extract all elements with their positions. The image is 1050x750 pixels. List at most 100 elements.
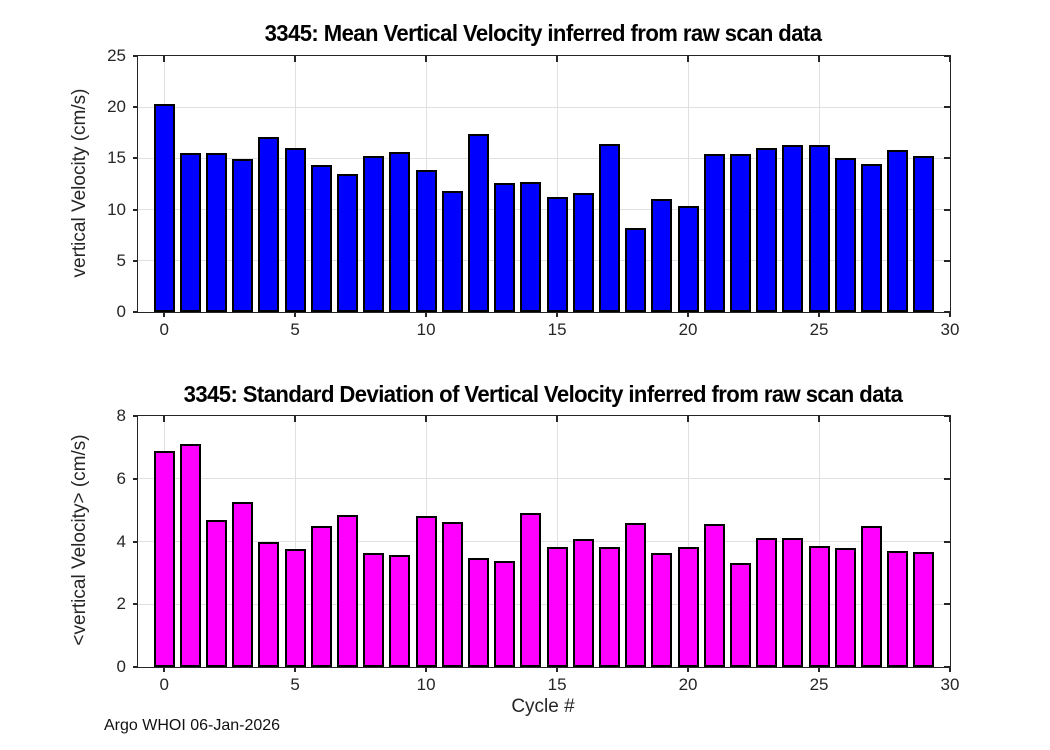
y-tick-mark-mirror [944, 55, 950, 57]
x-tick-mark [294, 667, 297, 672]
bar-cycle-11 [441, 522, 463, 667]
bar-cycle-21 [703, 523, 725, 667]
bar-cycle-21 [703, 154, 725, 312]
x-tick-label: 15 [547, 320, 567, 339]
bar-cycle-29 [913, 552, 935, 667]
bar-cycle-14 [520, 513, 542, 667]
y-tick-label: 20 [107, 97, 126, 117]
bar-cycle-3 [232, 502, 254, 667]
bar-cycle-23 [756, 148, 778, 312]
x-tick-label: 10 [416, 675, 436, 694]
mean-velocity-chart-title: 3345: Mean Vertical Velocity inferred fr… [264, 20, 822, 46]
y-tick-mark [133, 603, 138, 606]
bar-cycle-0 [153, 104, 175, 312]
bar-cycle-12 [468, 133, 489, 312]
x-tick-label: 25 [809, 320, 829, 339]
bar-cycle-6 [310, 525, 332, 667]
x-tick-mark-mirror [949, 56, 951, 62]
x-tick-mark [163, 667, 166, 672]
y-tick-label: 8 [116, 406, 126, 425]
y-tick-label: 6 [116, 468, 126, 488]
y-tick-mark [133, 311, 138, 313]
x-tick-label: 10 [416, 320, 436, 339]
x-tick-label: 25 [809, 675, 829, 694]
bar-cycle-27 [860, 163, 882, 312]
cycle-x-axis-label: Cycle # [511, 696, 575, 717]
grid-line-horizontal [138, 157, 950, 159]
grid-line-horizontal [138, 106, 950, 108]
x-tick-mark [818, 312, 821, 317]
std-deviation-y-axis-label: <vertical Velocity> (cm/s) [69, 434, 90, 646]
bar-cycle-23 [756, 538, 778, 667]
bar-cycle-15 [546, 197, 568, 312]
x-tick-mark [425, 312, 428, 317]
bar-cycle-13 [494, 560, 516, 667]
bar-cycle-8 [363, 156, 385, 312]
bar-cycle-0 [153, 450, 175, 667]
y-tick-mark-mirror [944, 666, 950, 668]
mean-velocity-y-axis-label: vertical Velocity (cm/s) [69, 88, 90, 278]
x-tick-mark [163, 312, 166, 317]
x-tick-label: 5 [290, 320, 300, 339]
bar-cycle-20 [677, 546, 699, 667]
bar-cycle-5 [284, 148, 306, 312]
bar-cycle-10 [415, 169, 437, 312]
bar-cycle-5 [284, 549, 306, 667]
grid-line-horizontal [138, 478, 950, 480]
y-tick-mark-mirror [944, 540, 950, 543]
bar-cycle-1 [179, 153, 201, 312]
bar-cycle-9 [389, 555, 411, 667]
footer-annotation: Argo WHOI 06-Jan-2026 [104, 717, 281, 734]
bar-cycle-18 [625, 522, 647, 667]
y-tick-mark-mirror [944, 157, 950, 160]
y-tick-mark-mirror [944, 208, 950, 211]
y-tick-label: 10 [107, 199, 126, 219]
bar-cycle-12 [468, 557, 489, 667]
y-tick-label: 15 [107, 148, 126, 168]
bar-cycle-9 [389, 152, 411, 312]
x-tick-mark-mirror [163, 56, 166, 62]
y-tick-mark-mirror [944, 311, 950, 313]
x-tick-mark [818, 667, 821, 672]
bar-cycle-4 [258, 136, 280, 312]
x-tick-mark-mirror [556, 416, 559, 422]
bar-cycle-26 [834, 548, 856, 667]
x-tick-label: 15 [547, 675, 567, 694]
bar-cycle-3 [232, 159, 254, 312]
bar-cycle-8 [363, 553, 385, 667]
x-tick-mark-mirror [949, 416, 951, 422]
y-tick-mark [133, 106, 138, 109]
x-tick-mark [425, 667, 428, 672]
bar-cycle-22 [729, 563, 751, 667]
grid-line-horizontal [138, 603, 950, 605]
y-tick-mark-mirror [944, 603, 950, 606]
y-tick-label: 5 [116, 250, 126, 270]
x-tick-mark-mirror [687, 416, 690, 422]
std-deviation-plot-area: 0 5 10 15 20 25 30 0 2 4 6 8 [117, 406, 960, 694]
bar-cycle-2 [206, 153, 228, 312]
y-tick-mark [133, 540, 138, 543]
bar-cycle-19 [651, 553, 673, 667]
x-tick-mark-mirror [425, 56, 428, 62]
y-tick-label: 0 [116, 657, 126, 676]
y-tick-mark [133, 157, 138, 160]
y-tick-mark [133, 666, 138, 668]
y-tick-label: 0 [116, 302, 126, 321]
bar-cycle-24 [782, 145, 804, 312]
x-tick-mark-mirror [818, 56, 821, 62]
x-tick-mark [294, 312, 297, 317]
bar-cycle-17 [599, 547, 620, 667]
bar-cycle-7 [337, 173, 359, 312]
bar-cycle-22 [729, 154, 751, 312]
x-tick-mark-mirror [687, 56, 690, 62]
bar-cycle-25 [808, 545, 830, 667]
x-tick-mark-mirror [818, 416, 821, 422]
y-tick-label: 2 [116, 594, 126, 614]
bar-cycle-11 [441, 191, 463, 312]
grid-line-vertical [687, 56, 689, 312]
grid-line-vertical [556, 56, 558, 312]
x-tick-label: 30 [940, 675, 960, 694]
x-tick-label: 0 [159, 320, 169, 339]
bar-cycle-7 [337, 514, 359, 667]
